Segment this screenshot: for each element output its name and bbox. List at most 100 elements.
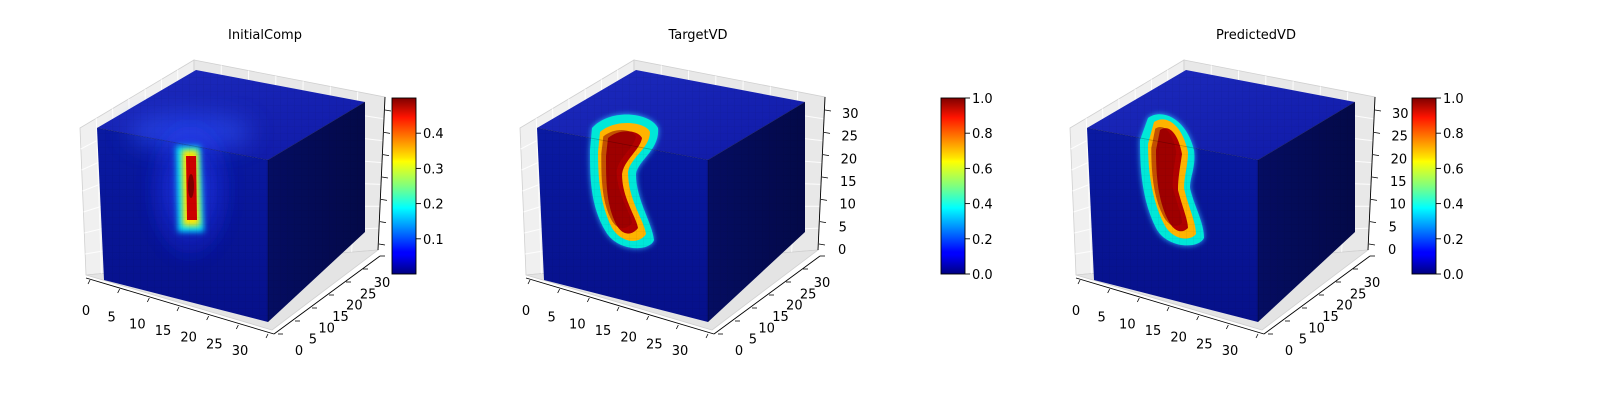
y-tick-label: 0 [295, 344, 303, 359]
z-tick-mark [380, 222, 386, 223]
colorbar-tick-label: 0.4 [423, 127, 444, 142]
x-tick-label: 15 [1145, 324, 1162, 339]
x-tick-label: 0 [82, 304, 90, 319]
z-tick-mark [1371, 199, 1377, 200]
x-tick-label: 25 [646, 337, 663, 352]
x-tick-mark [1167, 307, 1169, 311]
x-tick-label: 30 [672, 344, 689, 359]
z-tick-label: 20 [1391, 152, 1408, 167]
x-tick-label: 15 [155, 324, 172, 339]
x-tick-mark [207, 316, 209, 320]
y-tick-label: 0 [735, 344, 743, 359]
z-tick-mark [383, 155, 389, 156]
x-tick-mark [558, 289, 560, 293]
z-tick-label: 10 [1389, 198, 1406, 213]
x-tick-label: 0 [522, 304, 530, 319]
z-tick-mark [820, 222, 826, 223]
z-tick-mark [1370, 222, 1376, 223]
colorbar-tick-label: 0.4 [972, 198, 993, 213]
y-tick-label: 30 [1364, 276, 1381, 291]
x-tick-label: 5 [1098, 311, 1106, 326]
z-tick-mark [822, 177, 828, 178]
z-tick-labels: 0 5 10 15 20 25 30 [819, 107, 859, 258]
z-tick-mark [384, 132, 390, 133]
z-tick-label: 0 [838, 243, 846, 258]
x-tick-label: 20 [180, 331, 197, 346]
z-tick-mark [821, 199, 827, 200]
y-tick-label: 5 [309, 333, 317, 348]
colorbar-tick-label: 0.2 [423, 198, 444, 213]
x-tick-mark [617, 307, 619, 311]
x-tick-label: 25 [206, 337, 223, 352]
z-tick-mark [381, 199, 387, 200]
x-tick-label: 15 [595, 324, 612, 339]
x-tick-label: 5 [548, 311, 556, 326]
z-tick-label: 15 [840, 175, 857, 190]
z-tick-label: 15 [1390, 175, 1407, 190]
y-tick-label: 5 [1299, 333, 1307, 348]
colorbar-tick-label: 0.0 [972, 268, 993, 283]
panel-title: PredictedVD [1216, 28, 1296, 43]
x-tick-label: 10 [569, 317, 586, 332]
y-tick-label: 30 [814, 276, 831, 291]
x-tick-label: 5 [108, 311, 116, 326]
z-tick-label: 5 [1389, 220, 1397, 235]
z-tick-label: 30 [1392, 107, 1409, 122]
x-tick-mark [266, 334, 268, 338]
x-tick-mark [1137, 298, 1139, 302]
z-tick-label: 5 [839, 220, 847, 235]
x-tick-mark [1226, 325, 1228, 329]
colorbar-tick-label: 0.1 [423, 233, 444, 248]
z-tick-mark [382, 177, 388, 178]
cube-front-grid [97, 128, 268, 322]
colorbar-gradient [392, 98, 416, 274]
z-tick-label: 25 [841, 130, 858, 145]
panel-title: TargetVD [667, 28, 727, 43]
z-tick-mark [385, 110, 391, 111]
x-tick-mark [587, 298, 589, 302]
z-tick-label: 0 [1388, 243, 1396, 258]
cube-front-grid [1087, 128, 1258, 322]
z-tick-mark [1373, 155, 1379, 156]
z-tick-label: 20 [841, 152, 858, 167]
x-tick-mark [1197, 316, 1199, 320]
y-tick-label: 5 [749, 333, 757, 348]
colorbar-tick-label: 0.8 [972, 127, 993, 142]
colorbar-tick-label: 0.6 [1443, 162, 1464, 177]
x-tick-label: 0 [1072, 304, 1080, 319]
z-tick-label: 25 [1391, 130, 1408, 145]
x-tick-mark [118, 289, 120, 293]
x-tick-mark [676, 325, 678, 329]
z-tick-mark [825, 110, 831, 111]
colorbar-tick-label: 1.0 [1443, 92, 1464, 107]
x-tick-label: 20 [1170, 331, 1187, 346]
x-tick-mark [1108, 289, 1110, 293]
z-tick-mark [379, 244, 385, 245]
z-tick-mark [819, 244, 825, 245]
colorbar-tick-label: 0.2 [972, 233, 993, 248]
colorbar-tick-label: 0.3 [423, 162, 444, 177]
x-tick-label: 25 [1196, 337, 1213, 352]
colorbar-tick-label: 0.6 [972, 162, 993, 177]
y-tick-label: 0 [1285, 344, 1293, 359]
z-tick-mark [824, 132, 830, 133]
colorbar-2: 0.00.20.40.60.81.0 [941, 92, 993, 283]
z-tick-label: 30 [842, 107, 859, 122]
x-tick-label: 20 [620, 331, 637, 346]
cube-front-grid [537, 128, 708, 322]
colorbar-gradient [941, 98, 965, 274]
x-tick-label: 30 [232, 344, 249, 359]
z-tick-mark [823, 155, 829, 156]
z-tick-mark [1372, 177, 1378, 178]
z-tick-label: 10 [839, 198, 856, 213]
x-tick-mark [147, 298, 149, 302]
z-tick-mark [1375, 110, 1381, 111]
z-tick-labels: 0 5 10 15 20 25 30 [1369, 107, 1409, 258]
panel-title: InitialComp [228, 28, 302, 43]
x-tick-label: 30 [1222, 344, 1239, 359]
